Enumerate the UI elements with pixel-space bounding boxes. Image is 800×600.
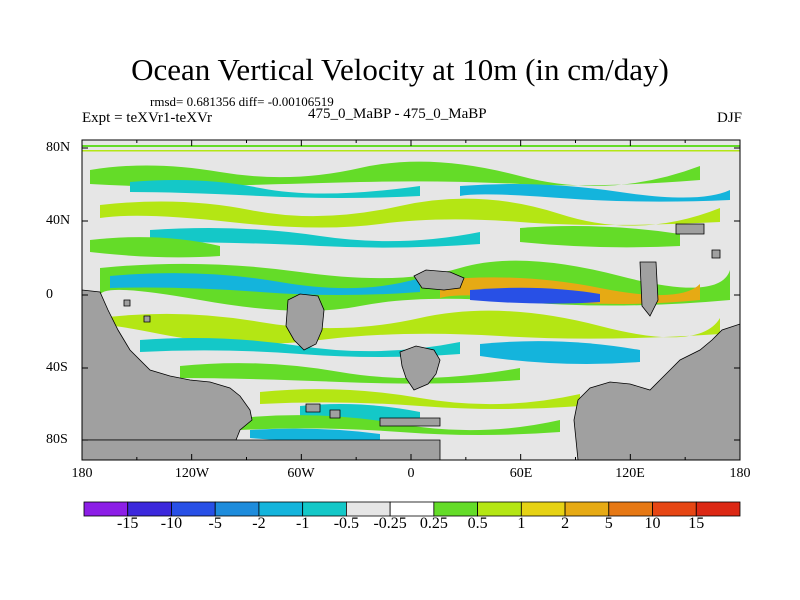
colorbar-label: 2 bbox=[561, 515, 570, 532]
velocity-band bbox=[150, 228, 480, 248]
case-label: 475_0_MaBP - 475_0_MaBP bbox=[308, 106, 487, 122]
colorbar-swatch bbox=[477, 501, 522, 517]
velocity-band bbox=[100, 198, 720, 228]
velocity-band bbox=[520, 226, 680, 248]
land-island-north bbox=[413, 269, 465, 291]
land-island-small bbox=[379, 417, 441, 427]
colorbar-label: 5 bbox=[604, 515, 613, 532]
lat-label: 80S bbox=[46, 432, 68, 447]
colorbar-swatch bbox=[520, 501, 566, 517]
velocity-band bbox=[96, 310, 720, 344]
colorbar-swatch bbox=[214, 501, 260, 517]
season-label: DJF bbox=[716, 110, 742, 126]
colorbar-label: 1 bbox=[517, 515, 526, 532]
colorbar-swatch bbox=[695, 501, 741, 517]
land-island-east bbox=[639, 261, 659, 317]
velocity-band bbox=[90, 161, 700, 187]
rmsd-diff-stats: rmsd= 0.681356 diff= -0.00106519 bbox=[150, 94, 334, 109]
velocity-band bbox=[140, 338, 460, 357]
land-antarctica bbox=[81, 439, 441, 461]
land-island-small bbox=[329, 409, 341, 419]
land-island-south bbox=[399, 345, 441, 391]
colorbar-label: -5 bbox=[208, 515, 222, 532]
equatorial-band bbox=[110, 273, 420, 295]
colorbar-swatch bbox=[564, 501, 610, 517]
land-island-small bbox=[711, 249, 721, 259]
colorbar-swatch bbox=[345, 501, 391, 517]
colorbar-label: 10 bbox=[644, 515, 661, 532]
colorbar-swatch bbox=[258, 501, 304, 517]
lat-label: 0 bbox=[46, 287, 53, 302]
lon-label: 180 bbox=[71, 466, 93, 481]
lon-label: 120W bbox=[174, 466, 210, 481]
colorbar-label: 0.25 bbox=[419, 515, 448, 532]
equatorial-band bbox=[470, 287, 600, 304]
colorbar-label: -15 bbox=[117, 515, 139, 532]
land-island-small bbox=[123, 299, 131, 307]
velocity-field bbox=[82, 145, 740, 442]
colorbar-swatch bbox=[433, 501, 479, 517]
land-island-small bbox=[143, 315, 151, 323]
colorbar-swatch bbox=[127, 501, 172, 517]
velocity-band bbox=[480, 341, 640, 364]
velocity-band bbox=[460, 184, 730, 202]
map-plot-area bbox=[81, 139, 741, 461]
lon-label: 0 bbox=[407, 466, 415, 481]
land-island-small bbox=[305, 403, 321, 413]
figure-title: Ocean Vertical Velocity at 10m (in cm/da… bbox=[131, 52, 669, 87]
lon-label: 60E bbox=[509, 466, 533, 481]
land-island-central bbox=[285, 293, 325, 351]
lon-label: 60W bbox=[287, 466, 315, 481]
land-africa bbox=[573, 323, 741, 461]
experiment-label: Expt = teXVr1-teXVr bbox=[82, 110, 212, 126]
colorbar-swatch bbox=[171, 501, 216, 517]
colorbar-label: -1 bbox=[295, 515, 310, 532]
velocity-band bbox=[260, 389, 580, 409]
land-island-ne bbox=[675, 223, 705, 235]
axis-ticks bbox=[81, 140, 741, 460]
lon-label: 120E bbox=[615, 466, 645, 481]
land-masses bbox=[81, 223, 741, 461]
colorbar-label: -10 bbox=[160, 515, 183, 532]
land-south-america bbox=[81, 289, 253, 441]
colorbar-swatch bbox=[652, 501, 697, 517]
lon-label: 180 bbox=[729, 466, 751, 481]
colorbar bbox=[83, 501, 741, 517]
arctic-strip bbox=[82, 150, 740, 152]
colorbar-label: -2 bbox=[252, 515, 266, 532]
colorbar-label: 0.5 bbox=[467, 515, 488, 532]
colorbar-label: -0.25 bbox=[373, 515, 407, 532]
velocity-band bbox=[250, 428, 380, 442]
lat-label: 80N bbox=[46, 140, 71, 155]
colorbar-swatch bbox=[302, 501, 347, 517]
velocity-band bbox=[90, 237, 220, 258]
colorbar-swatch bbox=[83, 501, 129, 517]
colorbar-swatch bbox=[608, 501, 653, 517]
velocity-band bbox=[130, 180, 420, 198]
colorbar-label: -0.5 bbox=[333, 515, 360, 532]
lat-label: 40S bbox=[46, 360, 68, 375]
colorbar-swatch bbox=[389, 501, 435, 517]
velocity-band bbox=[180, 363, 520, 384]
lat-label: 40N bbox=[46, 213, 71, 228]
colorbar-label: 15 bbox=[688, 515, 705, 532]
